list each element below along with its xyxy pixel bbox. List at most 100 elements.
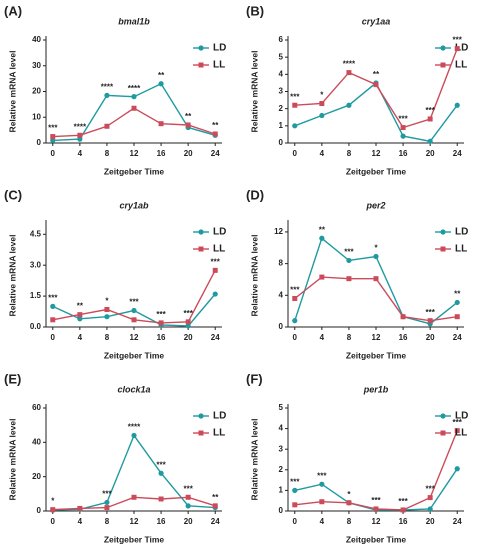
point xyxy=(104,306,110,312)
x-tick-label: 4 xyxy=(320,517,325,526)
point xyxy=(319,499,325,505)
point xyxy=(50,137,56,144)
x-tick-label: 16 xyxy=(157,517,166,526)
legend-label: LL xyxy=(455,244,467,255)
significance-label: *** xyxy=(344,248,354,257)
point xyxy=(373,253,379,260)
point xyxy=(454,46,460,52)
significance-label: **** xyxy=(128,423,141,432)
point xyxy=(292,318,298,324)
y-tick-label: 0 xyxy=(279,506,284,515)
x-tick-label: 12 xyxy=(130,333,139,342)
series-line xyxy=(294,48,458,129)
x-tick-label: 12 xyxy=(372,149,381,158)
chart-title: cry1aa xyxy=(362,16,391,26)
point xyxy=(319,101,325,107)
x-tick-label: 4 xyxy=(320,149,325,158)
x-axis-label: Zeitgeber Time xyxy=(104,166,165,176)
significance-label: *** xyxy=(425,106,435,115)
significance-label: *** xyxy=(183,309,193,318)
significance-label: *** xyxy=(453,418,463,427)
chart-title: clock1a xyxy=(117,384,150,394)
y-axis-label: Relative mRNA level xyxy=(249,235,259,317)
point xyxy=(454,299,460,306)
legend-marker xyxy=(440,246,446,252)
significance-label: ** xyxy=(77,302,84,311)
significance-label: ** xyxy=(212,121,219,130)
point xyxy=(131,317,137,323)
point xyxy=(400,133,406,139)
point xyxy=(131,105,137,111)
y-tick-label: 20 xyxy=(32,472,41,481)
y-tick-label: 0 xyxy=(37,506,42,515)
y-tick-label: 4.5 xyxy=(30,229,42,238)
x-tick-label: 24 xyxy=(453,333,462,342)
x-tick-label: 24 xyxy=(453,149,462,158)
point xyxy=(104,314,110,320)
y-axis-label: Relative mRNA level xyxy=(249,419,259,501)
significance-label: ** xyxy=(319,225,326,234)
significance-label: *** xyxy=(398,115,408,124)
y-tick-label: 6 xyxy=(279,35,284,44)
point xyxy=(158,496,164,502)
x-tick-label: 20 xyxy=(426,149,435,158)
x-tick-label: 8 xyxy=(105,333,110,342)
point xyxy=(346,257,352,264)
panel: (C) cry1ab Relative mRNA level Zeitgeber Ti… xyxy=(4,187,226,360)
point xyxy=(346,70,352,76)
point xyxy=(185,494,191,500)
y-tick-label: 30 xyxy=(32,61,41,70)
point xyxy=(212,503,218,509)
point xyxy=(50,507,56,513)
legend-marker xyxy=(198,413,204,419)
x-tick-label: 4 xyxy=(78,517,83,526)
significance-label: *** xyxy=(290,286,300,295)
point xyxy=(185,122,191,128)
panel: (F) per1b Relative mRNA level Zeitgeber Tim… xyxy=(246,371,468,544)
point xyxy=(185,319,191,325)
chart-title: per2 xyxy=(365,200,385,210)
x-tick-label: 20 xyxy=(426,333,435,342)
panel-label: (A) xyxy=(4,3,22,18)
y-tick-label: 1 xyxy=(279,486,284,495)
point xyxy=(319,481,325,487)
significance-label: * xyxy=(347,490,351,499)
x-tick-label: 20 xyxy=(184,333,193,342)
legend-label: LL xyxy=(455,428,467,439)
legend-marker xyxy=(440,229,446,235)
legend-marker xyxy=(440,413,446,419)
legend-marker xyxy=(440,45,446,51)
point xyxy=(292,502,298,508)
x-tick-label: 16 xyxy=(399,149,408,158)
x-tick-label: 16 xyxy=(399,517,408,526)
legend-label: LD xyxy=(455,227,468,238)
significance-label: **** xyxy=(128,84,141,93)
x-tick-label: 0 xyxy=(293,333,298,342)
x-axis-label: Zeitgeber Time xyxy=(104,534,165,544)
point xyxy=(292,102,298,108)
point xyxy=(346,500,352,506)
y-tick-label: 60 xyxy=(32,403,41,412)
panel: (B) cry1aa Relative mRNA level Zeitgeber Ti… xyxy=(246,3,468,176)
y-tick-label: 4 xyxy=(279,424,284,433)
point xyxy=(427,318,433,324)
x-tick-label: 12 xyxy=(130,517,139,526)
significance-label: *** xyxy=(453,36,463,45)
panel-label: (C) xyxy=(4,187,22,202)
significance-label: *** xyxy=(398,497,408,506)
x-tick-label: 16 xyxy=(157,149,166,158)
significance-label: *** xyxy=(48,124,58,133)
y-tick-label: 5 xyxy=(279,52,284,61)
y-tick-label: 0 xyxy=(279,322,284,331)
x-tick-label: 20 xyxy=(184,517,193,526)
x-tick-label: 20 xyxy=(426,517,435,526)
point xyxy=(158,320,164,326)
point xyxy=(319,112,325,119)
significance-label: *** xyxy=(290,92,300,101)
significance-label: **** xyxy=(343,60,356,69)
legend-label: LD xyxy=(455,411,468,422)
y-tick-label: 8 xyxy=(279,259,284,268)
y-tick-label: 3 xyxy=(279,87,284,96)
y-axis-label: Relative mRNA level xyxy=(249,51,259,133)
x-axis-label: Zeitgeber Time xyxy=(346,166,407,176)
